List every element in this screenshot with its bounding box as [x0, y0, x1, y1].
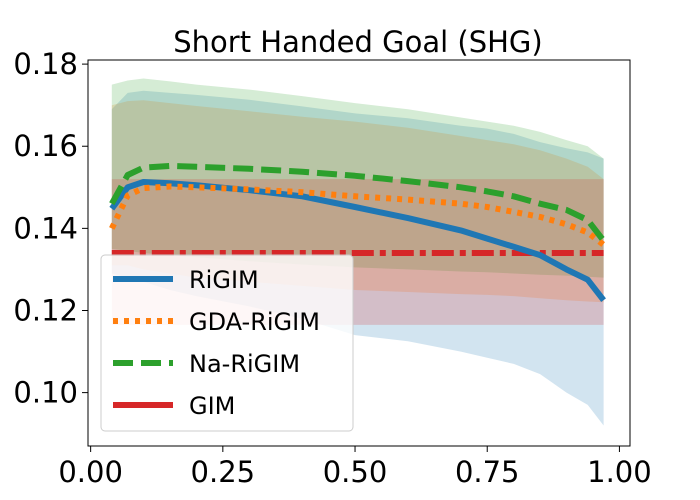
y-tick-label: 0.12	[13, 293, 78, 327]
line-na-rigim	[109, 162, 606, 243]
line-gda-rigim	[109, 183, 606, 248]
legend: RiGIM GDA-RiGIM Na-RiGIM GIM	[100, 254, 354, 432]
y-tick-label: 0.14	[13, 211, 78, 245]
line-rigim	[109, 179, 606, 303]
x-tick-label: 0.50	[323, 455, 388, 489]
x-tick-label: 0.75	[455, 455, 520, 489]
legend-label-gim: GIM	[189, 392, 235, 420]
x-tick-label: 0.00	[58, 455, 123, 489]
x-tick-label: 0.25	[191, 455, 256, 489]
legend-label-na-rigim: Na-RiGIM	[189, 350, 300, 378]
plot-frame	[87, 59, 631, 447]
chart-title: Short Handed Goal (SHG)	[173, 25, 542, 59]
legend-label-rigim: RiGIM	[189, 266, 259, 294]
y-tick-label: 0.16	[13, 129, 78, 163]
legend-label-gda-rigim: GDA-RiGIM	[189, 308, 320, 336]
band-rigim	[111, 90, 604, 426]
x-axis: 0.00 0.25 0.50 0.75 1.00	[58, 446, 652, 489]
y-tick-label: 0.10	[13, 376, 78, 410]
legend-box	[100, 254, 354, 432]
y-tick-label: 0.18	[13, 47, 78, 81]
x-tick-label: 1.00	[587, 455, 652, 489]
y-axis: 0.10 0.12 0.14 0.16 0.18	[13, 47, 88, 410]
series-lines	[109, 162, 606, 303]
